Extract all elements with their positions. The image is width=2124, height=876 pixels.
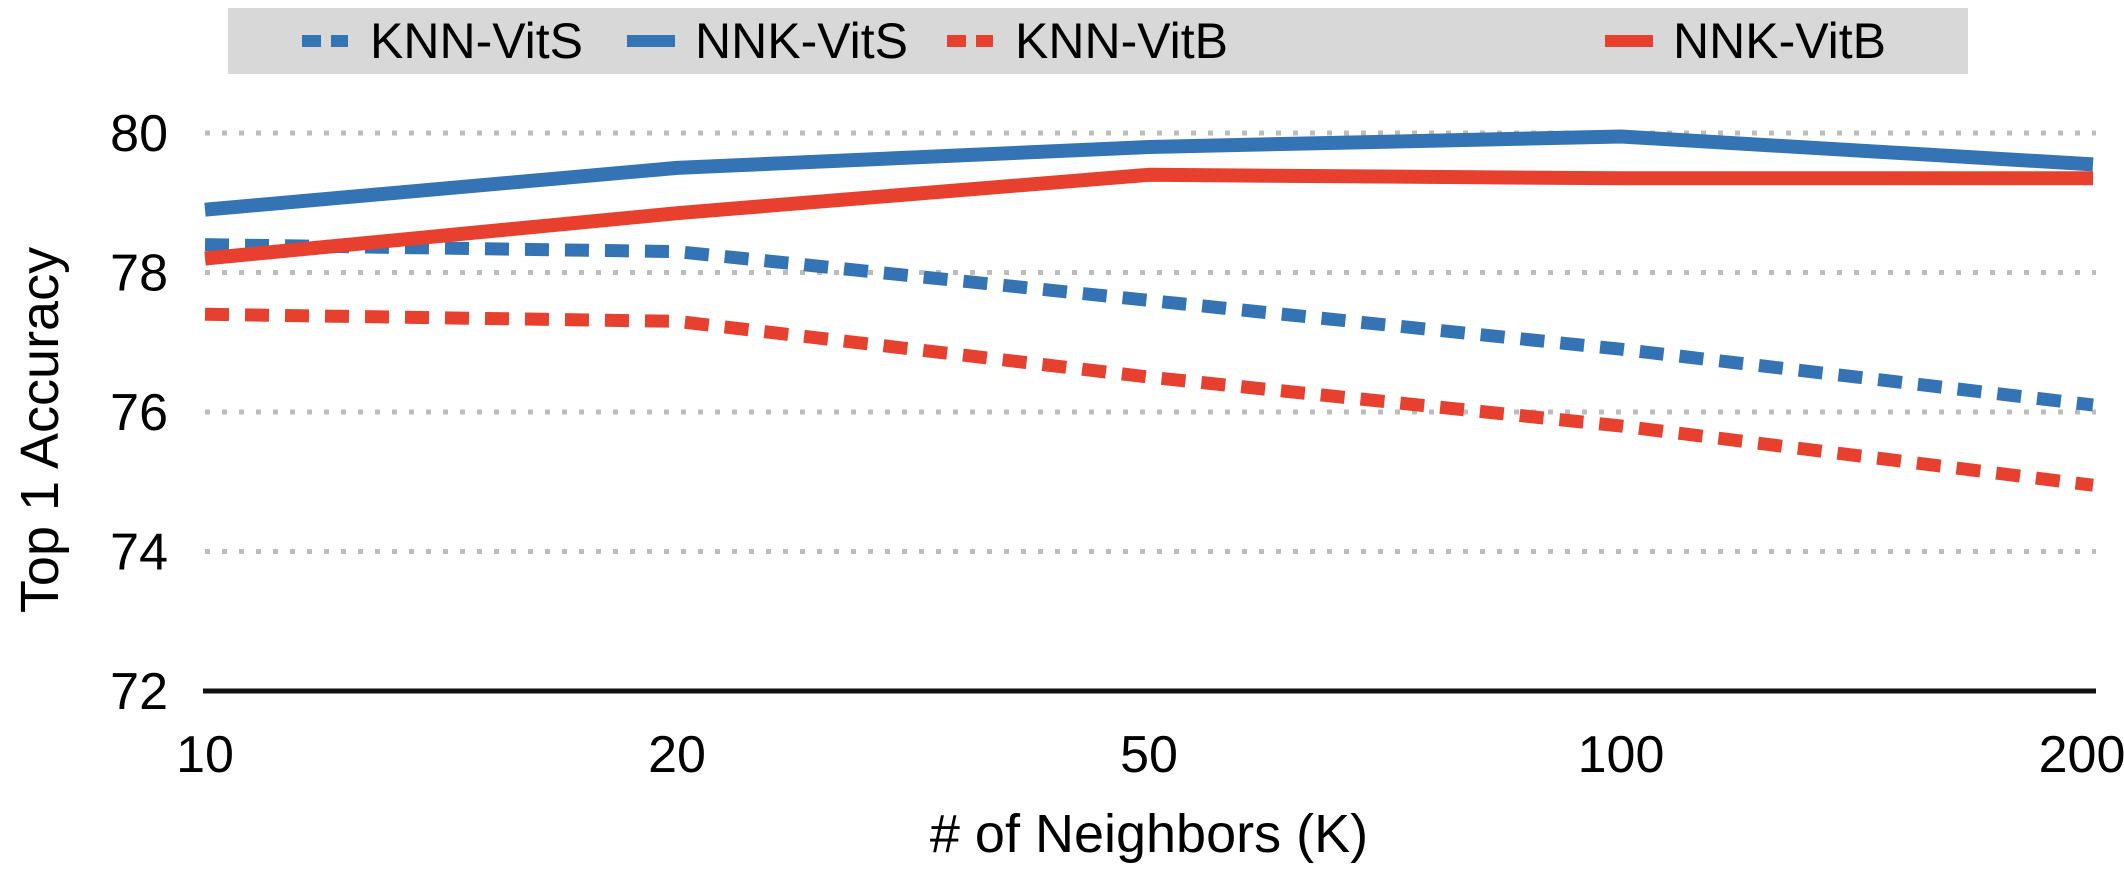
- x-tick-label-200: 200: [2039, 726, 2124, 784]
- series-lines: [204, 129, 2094, 492]
- series-line-NNK-VitS: [204, 129, 2094, 217]
- y-tick-label-80: 80: [110, 105, 168, 163]
- legend-label-NNK-VitS: NNK-VitS: [695, 13, 908, 69]
- legend-item-NNK-VitB: NNK-VitB: [1605, 13, 1886, 69]
- series-line-KNN-VitS: [204, 238, 2094, 412]
- x-axis-tick-labels: 10 20 50 100 200: [176, 726, 2124, 784]
- y-axis-title: Top 1 Accuracy: [10, 247, 70, 613]
- x-tick-label-50: 50: [1120, 726, 1178, 784]
- y-tick-label-76: 76: [110, 384, 168, 442]
- x-axis-title: # of Neighbors (K): [930, 804, 1368, 864]
- legend-item-KNN-VitB: KNN-VitB: [947, 13, 1228, 69]
- x-tick-label-10: 10: [176, 726, 234, 784]
- x-tick-label-100: 100: [1578, 726, 1665, 784]
- legend-background: [228, 8, 1968, 74]
- series-line-KNN-VitB: [204, 307, 2094, 492]
- gridlines: [205, 130, 2096, 554]
- legend-label-KNN-VitS: KNN-VitS: [370, 13, 583, 69]
- y-axis-tick-labels: 80 78 76 74 72: [110, 105, 168, 721]
- y-tick-label-72: 72: [110, 663, 168, 721]
- legend-label-NNK-VitB: NNK-VitB: [1673, 13, 1886, 69]
- series-line-NNK-VitB: [204, 167, 2093, 266]
- legend: KNN-VitS NNK-VitS KNN-VitB NNK-VitB: [228, 8, 1968, 74]
- y-tick-label-74: 74: [110, 524, 168, 582]
- legend-item-KNN-VitS: KNN-VitS: [302, 13, 583, 69]
- legend-item-NNK-VitS: NNK-VitS: [627, 13, 908, 69]
- legend-label-KNN-VitB: KNN-VitB: [1015, 13, 1228, 69]
- x-tick-label-20: 20: [648, 726, 706, 784]
- y-tick-label-78: 78: [110, 245, 168, 303]
